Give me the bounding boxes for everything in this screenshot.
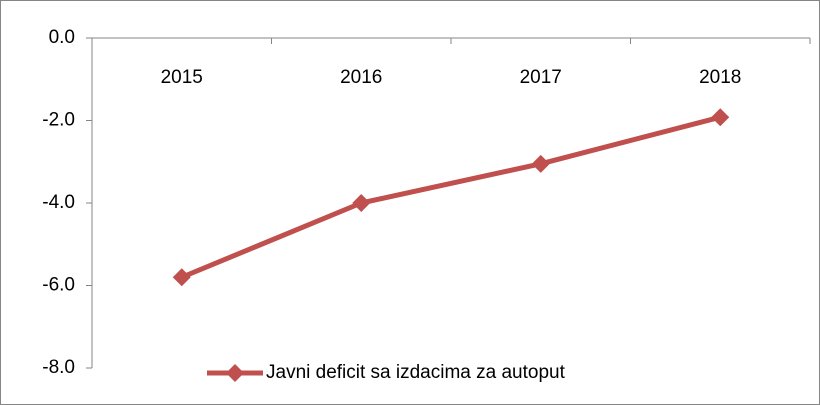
- legend-label: Javni deficit sa izdacima za autoput: [266, 362, 566, 383]
- y-tick-label: -2.0: [42, 110, 75, 131]
- data-point: [172, 268, 191, 287]
- data-point: [711, 108, 730, 127]
- y-tick-label: -4.0: [42, 192, 75, 213]
- data-point: [352, 194, 371, 212]
- y-tick-label: -8.0: [42, 357, 75, 378]
- data-point: [531, 154, 550, 173]
- legend-marker: [226, 364, 244, 382]
- x-tick-label: 2017: [520, 67, 562, 88]
- x-tick-label: 2018: [699, 67, 741, 88]
- y-tick-label: -6.0: [42, 275, 75, 296]
- x-tick-label: 2016: [340, 67, 382, 88]
- y-tick-label: 0.0: [49, 27, 75, 48]
- series-line: [180, 114, 721, 280]
- x-tick-label: 2015: [161, 67, 203, 88]
